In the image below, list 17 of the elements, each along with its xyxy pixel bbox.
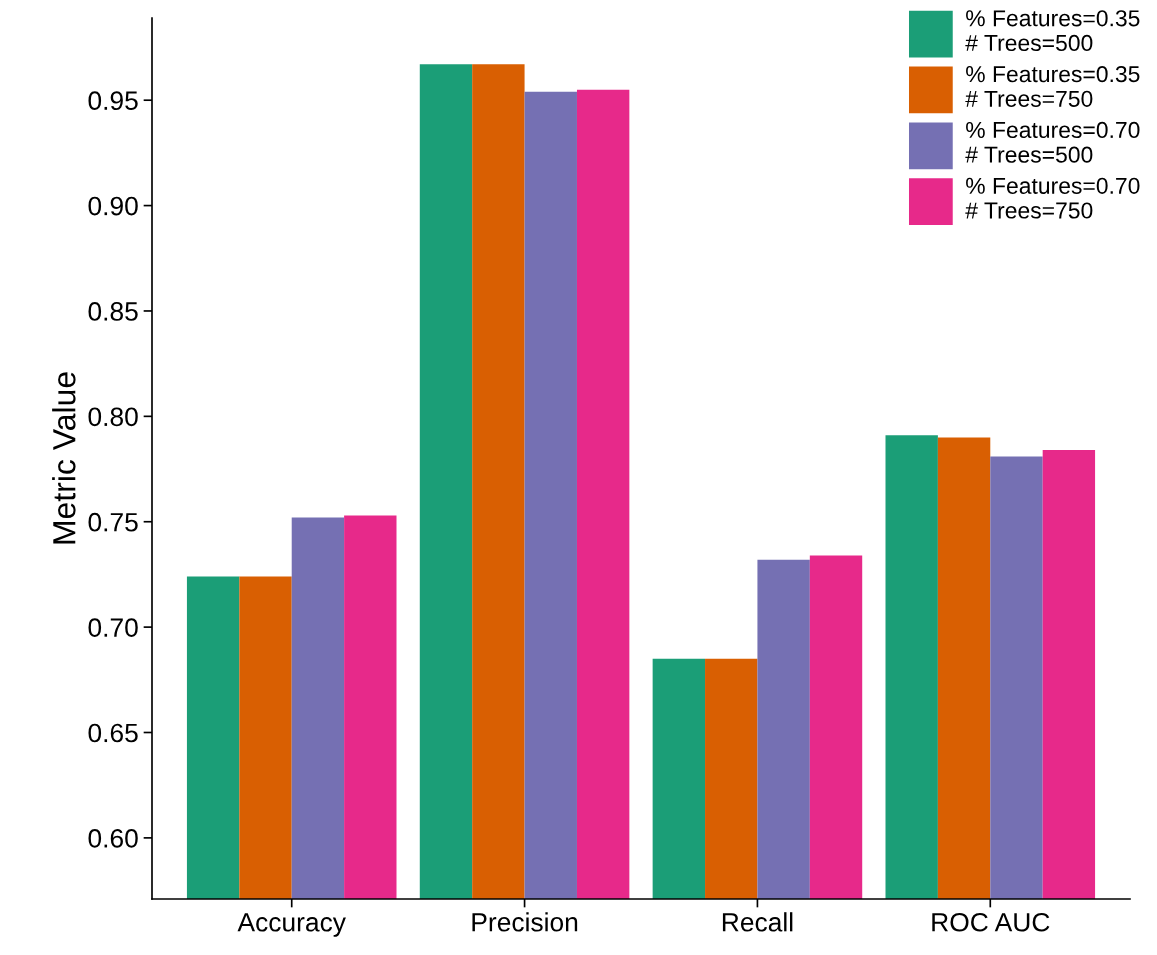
y-tick-label: 0.75 <box>88 512 138 532</box>
y-tick-label: 0.70 <box>88 618 138 637</box>
y-tick-label: 0.60 <box>88 829 138 848</box>
legend-label: % Features=0.35 # Trees=500 <box>965 10 1140 52</box>
y-tick-label: 0.65 <box>88 723 138 743</box>
legend-label: % Features=0.70 # Trees=750 <box>965 177 1140 219</box>
x-tick-label: Accuracy <box>237 913 346 937</box>
y-tick-label: 0.90 <box>88 196 138 216</box>
x-tick-label: Precision <box>472 912 578 932</box>
y-axis-title: Metric Value <box>52 372 76 544</box>
y-tick-label: 0.85 <box>88 302 138 321</box>
legend-label: % Features=0.70 # Trees=500 <box>965 121 1140 163</box>
legend-label: % Features=0.35 # Trees=750 <box>965 66 1140 107</box>
y-tick-label: 0.95 <box>88 91 138 111</box>
x-tick-label: Recall <box>722 912 793 932</box>
x-tick-label: ROC AUC <box>932 912 1050 932</box>
y-tick-label: 0.80 <box>88 407 138 427</box>
